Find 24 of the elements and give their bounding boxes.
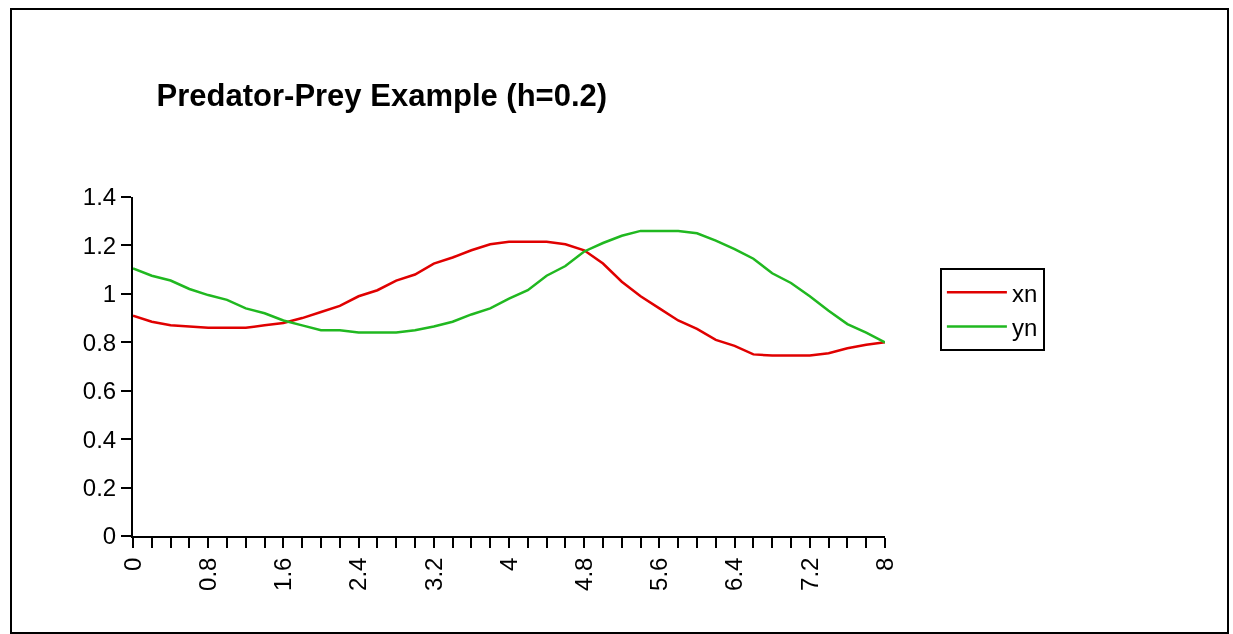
x-tick-label: 0.8 (194, 557, 221, 591)
y-tick-label: 0.4 (82, 425, 117, 453)
x-tick-label: 7.2 (795, 557, 823, 591)
y-tick-label: 1 (102, 280, 117, 308)
line-series (133, 240, 885, 357)
line-series (133, 229, 885, 344)
x-tick-label: 3.2 (419, 557, 447, 591)
x-tick-label: 2.4 (344, 557, 372, 591)
x-tick-label: 4 (494, 557, 522, 571)
x-tick-label: 6.4 (720, 557, 748, 591)
chart-title: Predator-Prey Example (h=0.2) (156, 77, 608, 113)
y-tick-label: 0.6 (82, 377, 117, 405)
y-tick-label: 0 (102, 522, 117, 550)
x-tick-label: 8 (870, 557, 898, 571)
y-tick-label: 0.2 (82, 473, 117, 501)
y-tick-label: 1.2 (82, 231, 117, 259)
x-tick-label: 4.8 (570, 557, 597, 591)
x-tick-label: 1.6 (269, 557, 297, 591)
legend-label: yn (1011, 313, 1038, 341)
y-tick-label: 0.8 (82, 328, 117, 356)
legend-label: xn (1011, 279, 1038, 307)
x-tick-label: 0 (118, 557, 146, 571)
y-tick-label: 1.4 (82, 183, 117, 211)
x-tick-label: 5.6 (645, 557, 673, 591)
